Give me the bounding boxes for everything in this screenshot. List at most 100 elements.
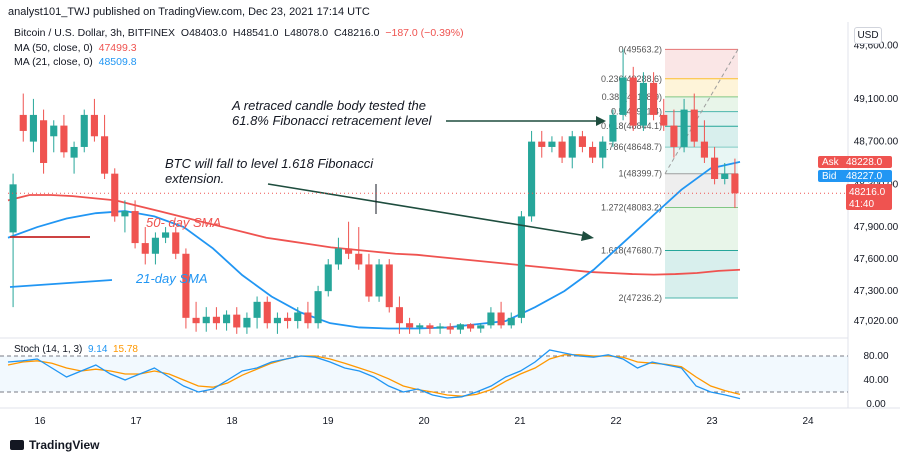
candle-body (294, 312, 302, 322)
time-tick-label: 23 (706, 416, 718, 427)
candle-body (568, 136, 576, 158)
candle-body (273, 317, 281, 324)
ma21-line (7, 161, 741, 330)
candle-body (304, 312, 312, 324)
candle-body (385, 264, 393, 308)
price-tick-label: 49,600.00 (854, 40, 899, 51)
candle-body (212, 316, 220, 324)
candle-body (9, 184, 17, 233)
candle-body (60, 125, 68, 153)
stoch-tick-label: 40.00 (863, 375, 888, 386)
candle-body (517, 216, 525, 318)
candle-body (436, 326, 444, 329)
candle-body (40, 120, 48, 163)
candle-body (477, 325, 485, 329)
ma50-value: 47499.3 (98, 42, 137, 54)
candle-body (121, 211, 129, 217)
candle-body (731, 173, 739, 194)
candle-body (619, 77, 627, 115)
candle-body (253, 301, 261, 318)
candle-body (80, 114, 88, 147)
candle-body (711, 157, 719, 179)
candle-body (141, 243, 149, 254)
candle-body (589, 146, 597, 158)
candle-body (70, 146, 78, 158)
fib-level-label: 1(48399.7) (618, 169, 662, 179)
annotation-arrowhead-fall (581, 231, 594, 241)
ma50-legend[interactable]: MA (50, close, 0) 47499.3 (14, 42, 137, 54)
ask-label: Ask (822, 157, 840, 168)
candle-body (456, 324, 464, 330)
high-value: 48541.0 (240, 27, 279, 39)
candle-body (670, 125, 678, 147)
candle-body (700, 141, 708, 158)
ma50-label: MA (50, close, 0) (14, 42, 93, 54)
annotation-retrace-line2: 61.8% Fibonacci retracement level (232, 113, 433, 128)
candle-body (50, 125, 58, 137)
candle-body (578, 136, 586, 147)
candle-body (507, 317, 515, 326)
candle-body (243, 317, 251, 328)
price-tick-label: 49,100.00 (854, 94, 899, 105)
candle-body (609, 114, 617, 142)
bid-value: 48227.0 (846, 171, 883, 182)
stoch-k-value: 9.14 (87, 344, 108, 355)
candle-body (446, 326, 454, 330)
candle-body (90, 114, 98, 137)
candle-body (721, 173, 729, 179)
stoch-k-line (7, 349, 741, 400)
fib-level-label: 0(49563.2) (618, 44, 662, 54)
candle-body (548, 141, 556, 147)
candle-body (284, 317, 292, 322)
fib-zone (665, 173, 738, 208)
open-value: 48403.0 (189, 27, 228, 39)
currency-button[interactable]: USD (854, 27, 882, 44)
last-price-box (846, 184, 892, 210)
candle-body (660, 114, 668, 126)
publish-header: analyst101_TWJ published on TradingView.… (8, 6, 370, 18)
fib-zone (665, 207, 738, 251)
candle-body (19, 114, 27, 131)
time-tick-label: 18 (226, 416, 238, 427)
price-tick-label: 47,300.00 (854, 286, 899, 297)
candlestick-series (9, 49, 739, 334)
symbol-legend[interactable]: Bitcoin / U.S. Dollar, 3h, BITFINEX O484… (14, 27, 464, 39)
high-label: H (232, 27, 241, 39)
candle-body (467, 324, 475, 329)
annotation-arrowhead-retrace (596, 116, 606, 126)
bid-label: Bid (822, 171, 836, 182)
candle-body (192, 317, 200, 324)
fib-zone (665, 111, 738, 127)
stoch-d-line (7, 354, 741, 397)
moving-averages (7, 161, 741, 330)
candle-body (182, 253, 190, 318)
fib-zone (665, 78, 738, 97)
candle-body (629, 77, 637, 126)
fib-level-label: 2(47236.2) (618, 293, 662, 303)
ma21-legend[interactable]: MA (21, close, 0) 48509.8 (14, 56, 137, 68)
time-tick-label: 20 (418, 416, 430, 427)
stoch-legend[interactable]: Stoch (14, 1, 3) 9.14 15.78 (14, 344, 138, 355)
low-label: L (284, 27, 291, 39)
candle-body (639, 82, 647, 126)
candle-body (324, 264, 332, 292)
time-tick-label: 17 (130, 416, 142, 427)
fib-level-label: 0.786(48648.7) (601, 142, 662, 152)
ma50-line (7, 194, 741, 276)
candle-body (375, 264, 383, 297)
candle-body (314, 291, 322, 324)
fib-level-label: 1.272(48083.2) (601, 202, 662, 212)
candle-body (172, 232, 180, 254)
annotation-sma21-label: 21-day SMA (135, 271, 208, 286)
time-tick-label: 19 (322, 416, 334, 427)
open-label: O (180, 27, 190, 39)
candle-body (416, 325, 424, 328)
fib-level-label: 1.618(47680.7) (601, 245, 662, 255)
stoch-tick-label: 80.00 (863, 351, 888, 362)
time-tick-label: 16 (34, 416, 46, 427)
ma21-value: 48509.8 (98, 56, 137, 68)
tradingview-logo[interactable]: TradingView (10, 438, 99, 452)
candle-body (650, 82, 658, 115)
